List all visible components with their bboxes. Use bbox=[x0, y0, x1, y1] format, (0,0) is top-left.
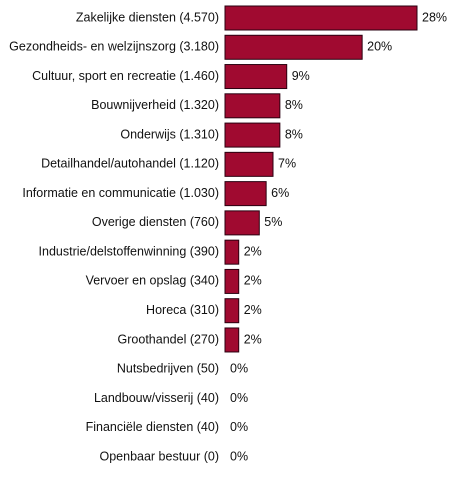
value-label: 0% bbox=[230, 449, 248, 463]
value-label: 0% bbox=[230, 362, 248, 376]
bar bbox=[224, 151, 274, 177]
category-label: Landbouw/visserij (40) bbox=[94, 391, 219, 405]
category-label: Bouwnijverheid (1.320) bbox=[91, 98, 219, 112]
category-label: Cultuur, sport en recreatie (1.460) bbox=[32, 69, 219, 83]
value-label: 2% bbox=[244, 303, 262, 317]
bar bbox=[224, 327, 240, 353]
category-label: Horeca (310) bbox=[146, 303, 219, 317]
value-label: 28% bbox=[422, 10, 447, 24]
bar bbox=[224, 298, 240, 324]
category-label: Vervoer en opslag (340) bbox=[86, 274, 219, 288]
value-label: 2% bbox=[244, 274, 262, 288]
bar bbox=[224, 64, 288, 90]
value-label: 9% bbox=[292, 69, 310, 83]
value-label: 6% bbox=[271, 186, 289, 200]
value-label: 2% bbox=[244, 244, 262, 258]
bar bbox=[224, 268, 240, 294]
category-label: Groothandel (270) bbox=[118, 332, 219, 346]
bar bbox=[224, 181, 267, 207]
category-label: Detailhandel/autohandel (1.120) bbox=[41, 157, 219, 171]
value-label: 2% bbox=[244, 332, 262, 346]
category-label: Financiële diensten (40) bbox=[86, 420, 219, 434]
value-label: 8% bbox=[285, 127, 303, 141]
bar bbox=[224, 93, 281, 119]
value-label: 8% bbox=[285, 98, 303, 112]
category-label: Nutsbedrijven (50) bbox=[117, 362, 219, 376]
category-label: Gezondheids- en welzijnszorg (3.180) bbox=[9, 40, 219, 54]
value-label: 5% bbox=[264, 215, 282, 229]
bar bbox=[224, 34, 363, 60]
bar bbox=[224, 239, 240, 265]
category-label: Overige diensten (760) bbox=[92, 215, 219, 229]
category-label: Informatie en communicatie (1.030) bbox=[22, 186, 219, 200]
value-label: 20% bbox=[367, 40, 392, 54]
value-label: 7% bbox=[278, 157, 296, 171]
bar bbox=[224, 5, 418, 31]
category-label: Industrie/delstoffenwinning (390) bbox=[39, 244, 219, 258]
bar bbox=[224, 210, 260, 236]
category-label: Onderwijs (1.310) bbox=[120, 127, 219, 141]
category-label: Openbaar bestuur (0) bbox=[99, 449, 219, 463]
bar bbox=[224, 122, 281, 148]
value-label: 0% bbox=[230, 391, 248, 405]
category-label: Zakelijke diensten (4.570) bbox=[76, 10, 219, 24]
value-label: 0% bbox=[230, 420, 248, 434]
